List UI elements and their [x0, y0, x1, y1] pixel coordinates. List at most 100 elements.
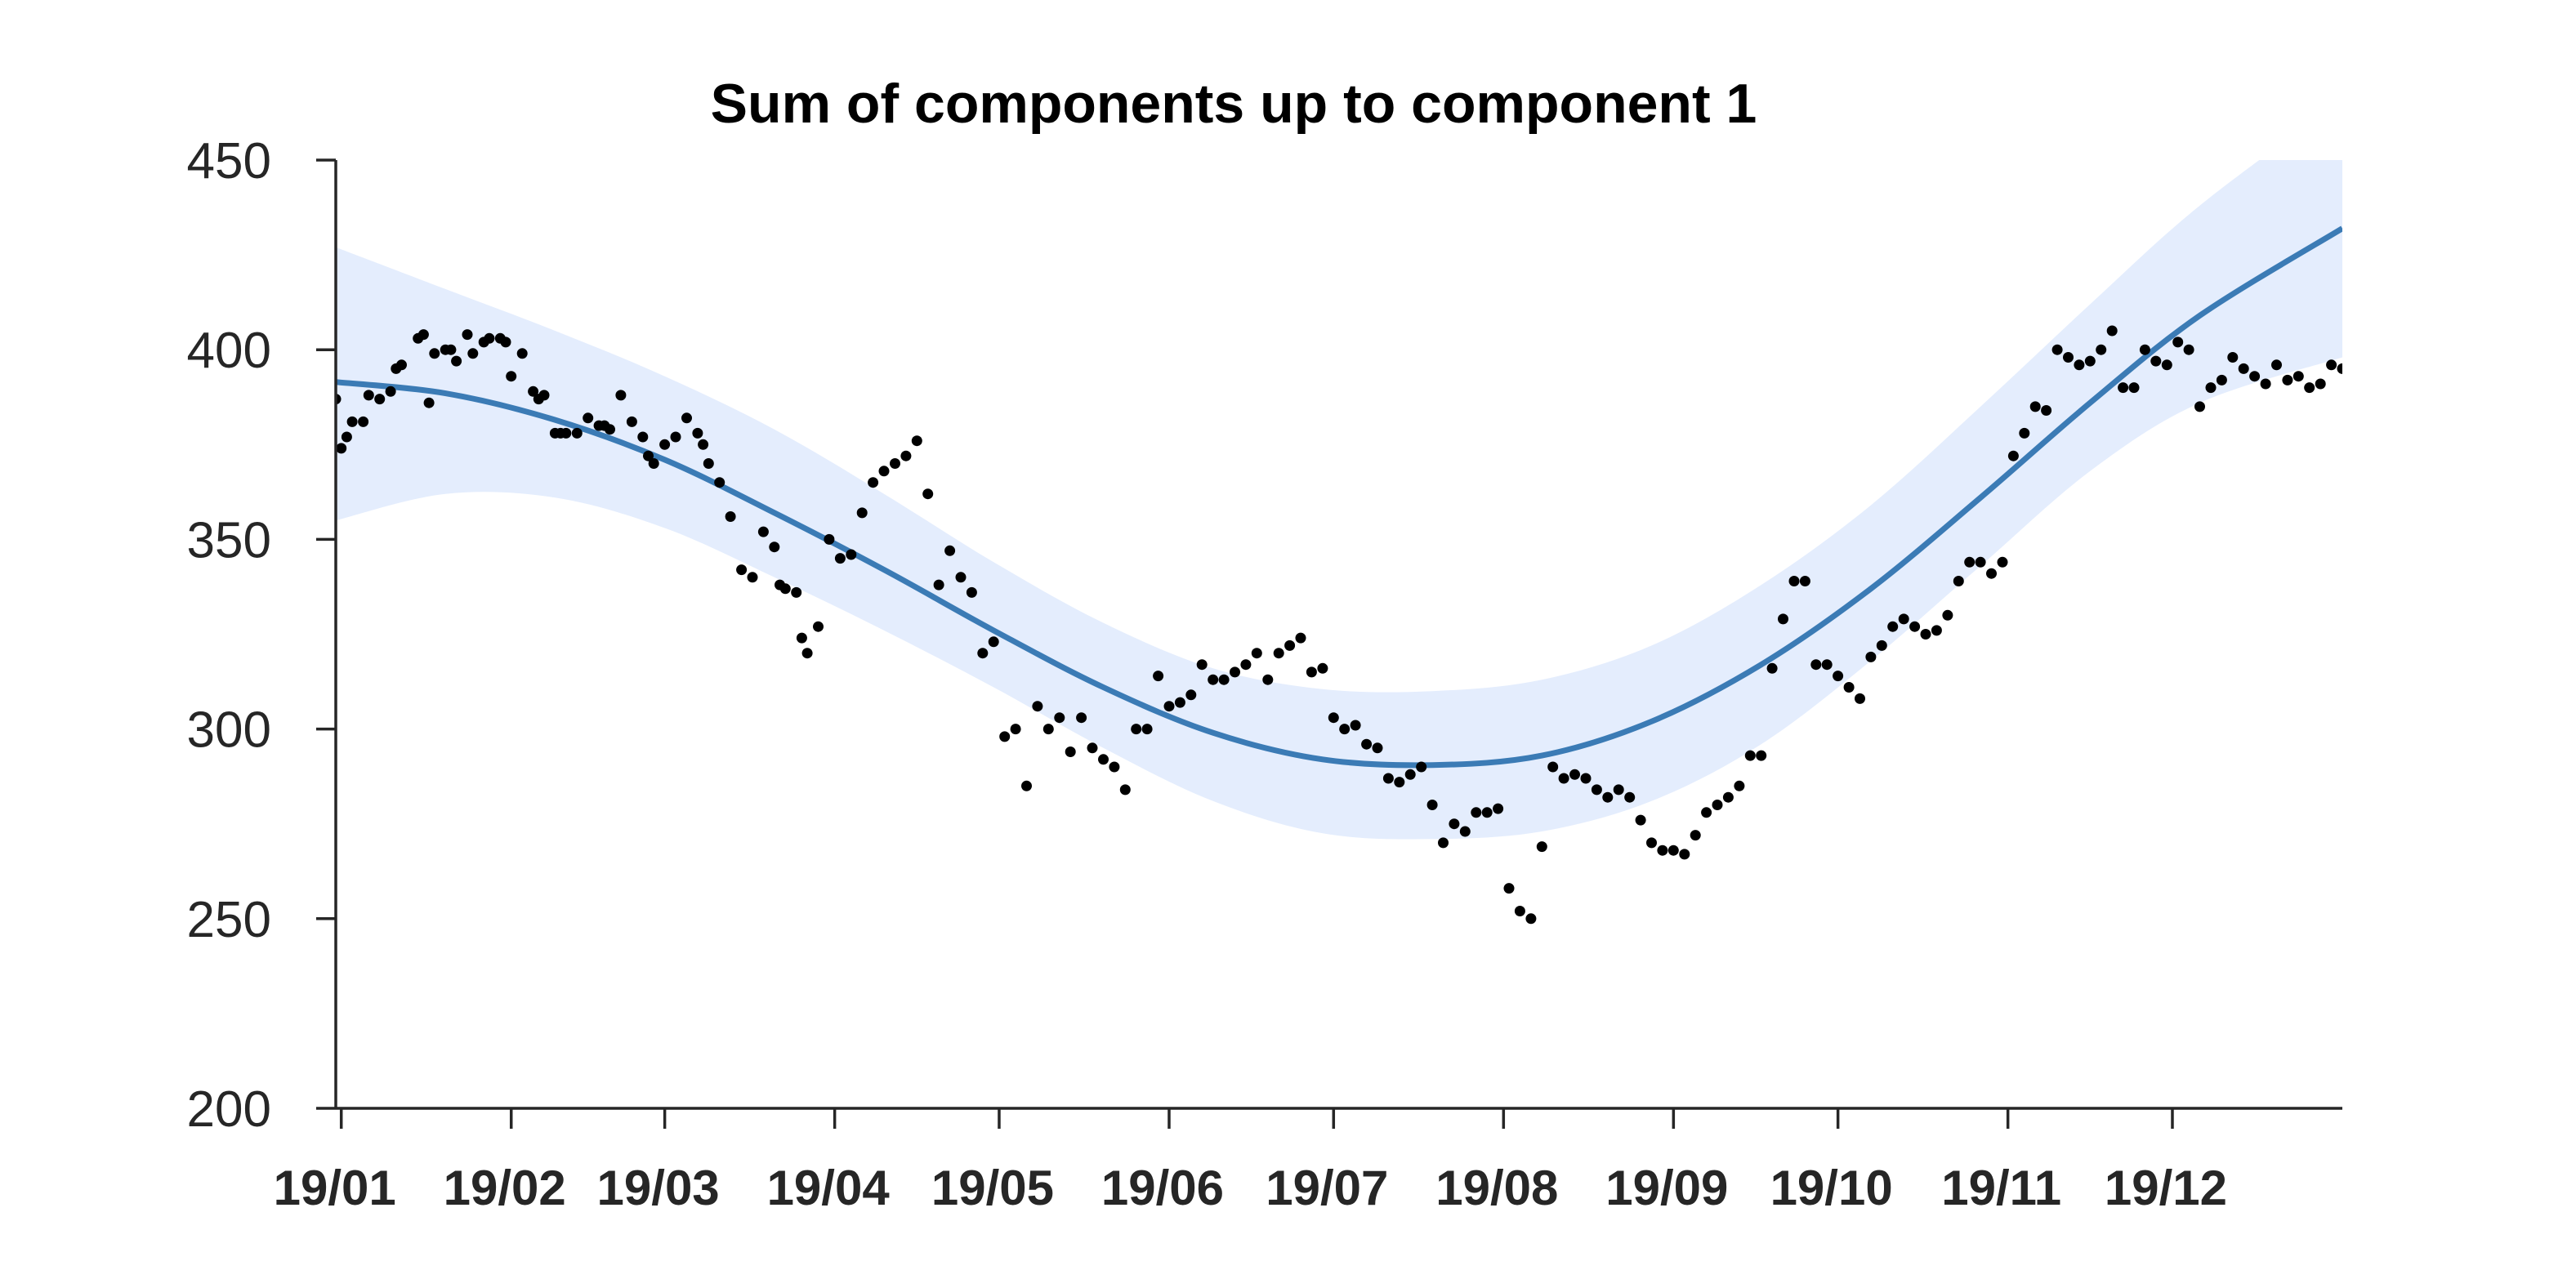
data-point — [2315, 378, 2326, 390]
data-point — [1547, 761, 1559, 773]
data-point — [1042, 724, 1054, 735]
data-point — [2238, 363, 2249, 374]
data-point — [605, 424, 615, 435]
data-point — [1240, 659, 1252, 671]
data-point — [856, 507, 868, 519]
data-point — [2326, 359, 2337, 371]
data-point — [1667, 845, 1679, 856]
data-point — [1613, 784, 1624, 796]
data-point — [796, 632, 807, 644]
data-point — [900, 450, 912, 461]
confidence-band — [336, 160, 2342, 840]
data-point — [1898, 613, 1909, 625]
data-point — [1953, 576, 1964, 586]
data-point — [1471, 807, 1482, 818]
data-point — [1416, 761, 1427, 773]
data-point — [560, 427, 572, 439]
data-point — [2249, 371, 2261, 382]
data-point — [583, 412, 594, 424]
data-point — [1076, 712, 1087, 724]
data-point — [1087, 742, 1098, 754]
data-point — [1382, 773, 1394, 784]
data-point — [1163, 701, 1175, 712]
data-point — [813, 621, 824, 632]
data-point — [2216, 374, 2227, 386]
data-point — [703, 458, 714, 469]
data-point — [2271, 359, 2282, 371]
data-point — [1119, 784, 1131, 796]
data-point — [1766, 662, 1778, 674]
data-point — [1404, 769, 1416, 780]
data-point — [1131, 724, 1142, 735]
data-point — [846, 549, 857, 560]
x-tick-label: 19/07 — [1266, 1161, 1388, 1215]
data-point — [1778, 613, 1788, 625]
data-point — [429, 348, 440, 359]
data-point — [2227, 352, 2239, 363]
data-point — [977, 648, 989, 659]
data-point — [1317, 662, 1328, 674]
x-tick-label: 19/03 — [597, 1161, 720, 1215]
data-point — [2172, 336, 2184, 348]
data-point — [1065, 747, 1076, 757]
data-point — [484, 332, 495, 344]
data-point — [2260, 378, 2271, 390]
data-point — [1756, 750, 1767, 761]
x-tick-label: 19/04 — [767, 1161, 891, 1215]
data-point — [868, 477, 879, 488]
data-point — [911, 435, 922, 447]
data-point — [516, 348, 528, 359]
x-tick-label: 19/06 — [1101, 1161, 1224, 1215]
data-point — [1262, 674, 1274, 685]
data-point — [1843, 682, 1855, 693]
observed-points — [336, 325, 2342, 925]
data-point — [725, 511, 736, 522]
x-tick-label: 19/12 — [2105, 1161, 2227, 1215]
data-point — [698, 439, 709, 450]
data-point — [1153, 671, 1164, 682]
data-point — [1887, 621, 1899, 632]
data-point — [346, 416, 358, 427]
data-point — [358, 416, 369, 427]
data-point — [922, 488, 934, 500]
data-point — [1810, 659, 1822, 671]
data-point — [2007, 450, 2019, 461]
y-tick-label: 200 — [187, 1081, 271, 1138]
data-point — [681, 412, 692, 424]
data-point — [2128, 382, 2140, 394]
data-point — [1865, 651, 1877, 662]
data-point — [2029, 401, 2041, 412]
data-point — [2161, 359, 2172, 371]
data-point — [692, 427, 703, 439]
data-point — [1372, 742, 1383, 754]
data-point — [336, 443, 347, 454]
data-point — [1722, 791, 1734, 803]
data-point — [1986, 568, 1997, 579]
data-point — [944, 545, 956, 556]
data-point — [1920, 629, 1931, 640]
data-point — [1306, 666, 1317, 678]
data-point — [2150, 355, 2162, 367]
x-tick-label: 19/08 — [1435, 1161, 1558, 1215]
data-point — [615, 390, 627, 401]
data-point — [791, 586, 802, 598]
data-point — [878, 466, 890, 477]
data-point — [1438, 837, 1449, 849]
data-point — [1591, 784, 1602, 796]
data-point — [1635, 814, 1646, 826]
data-point — [1942, 609, 1953, 621]
data-point — [363, 390, 374, 401]
data-point — [1174, 697, 1185, 708]
data-point — [2074, 359, 2085, 371]
data-point — [2051, 344, 2063, 355]
data-point — [1098, 754, 1109, 765]
data-point — [1394, 777, 1405, 788]
data-point — [988, 636, 999, 648]
data-point — [1361, 738, 1373, 750]
data-point — [1964, 556, 1976, 568]
data-point — [1251, 648, 1262, 659]
y-tick-label: 300 — [187, 702, 271, 759]
data-point — [1141, 724, 1153, 735]
data-point — [769, 541, 780, 553]
